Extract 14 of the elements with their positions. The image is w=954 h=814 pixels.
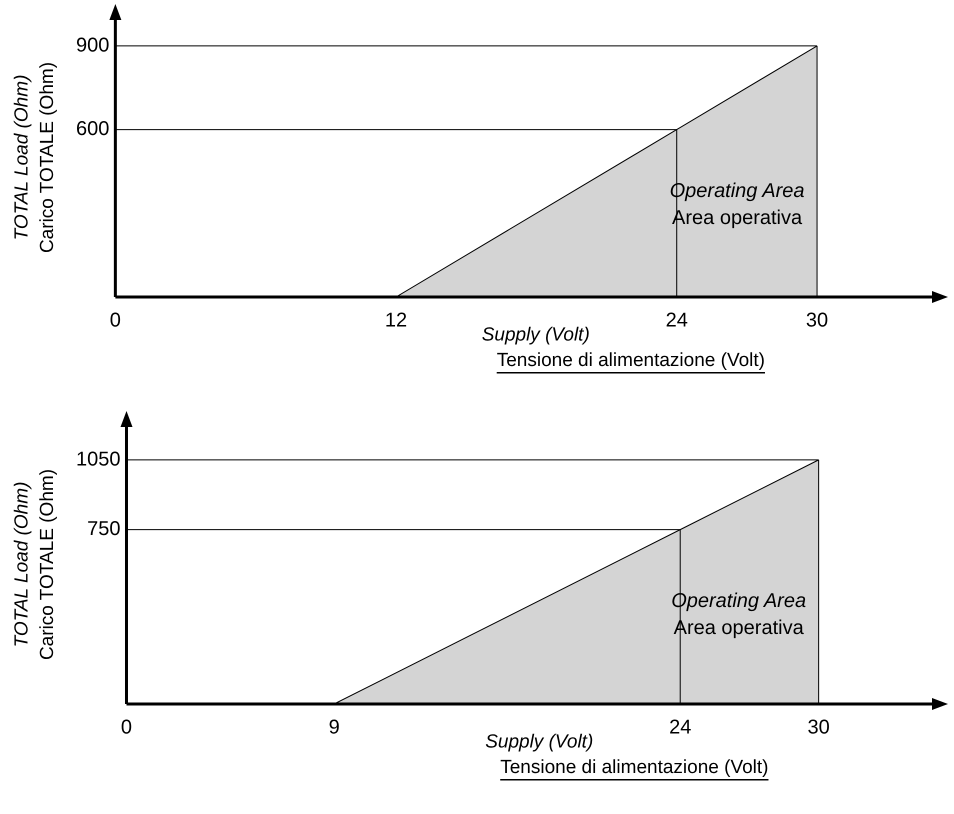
y-tick-label: 1050: [76, 448, 120, 470]
x-tick-label: 0: [110, 310, 121, 332]
y-axis-title: TOTAL Load (Ohm) Carico TOTALE (Ohm): [11, 62, 58, 254]
y-tick-label: 750: [87, 518, 120, 540]
x-tick-label: 24: [669, 716, 692, 739]
x-tick-label: 24: [666, 310, 688, 332]
x-tick-label: 0: [120, 716, 132, 739]
y-tick-label: 600: [76, 118, 110, 140]
x-tick-label: 30: [806, 310, 828, 332]
y-tick-label: 900: [76, 34, 110, 56]
y-axis-title: TOTAL Load (Ohm) Carico TOTALE (Ohm): [11, 468, 58, 660]
x-tick-label: 30: [808, 716, 830, 739]
x-tick-label: 9: [328, 716, 340, 739]
x-tick-label: 12: [384, 310, 408, 332]
